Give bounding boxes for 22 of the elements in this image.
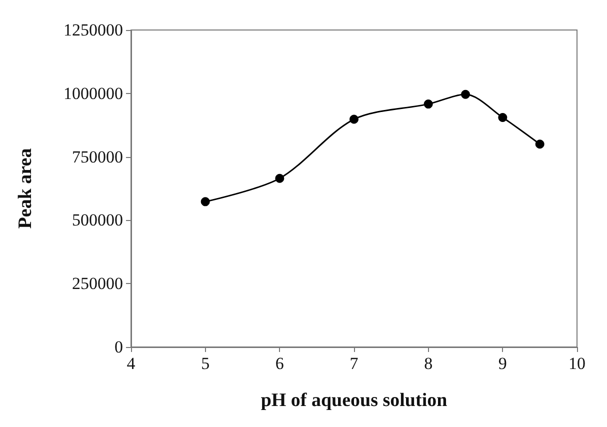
x-tick-label: 10 <box>568 354 586 373</box>
x-tick-label: 6 <box>275 354 284 373</box>
point <box>350 114 358 124</box>
y-tick-label: 0 <box>114 338 123 356</box>
x-tick-label: 4 <box>126 354 136 373</box>
x-axis-title: pH of aqueous solution <box>260 390 448 411</box>
y-tick-label: 250000 <box>72 274 123 294</box>
x-tick-label: 7 <box>350 354 359 373</box>
y-tick-label: 1250000 <box>64 20 123 40</box>
point <box>424 100 433 109</box>
y-tick-label: 1000000 <box>64 84 123 103</box>
y-axis-title: Peak area <box>15 148 36 229</box>
y-tick-label: 500000 <box>72 210 123 230</box>
x-tick-label: 9 <box>498 354 507 373</box>
point <box>461 90 470 99</box>
x-tick-label: 5 <box>201 354 210 373</box>
point <box>275 174 284 183</box>
x-tick-label: 8 <box>424 354 433 373</box>
y-tick-label: 750000 <box>72 147 123 166</box>
point <box>200 197 210 206</box>
point <box>498 112 508 122</box>
point <box>535 140 544 149</box>
